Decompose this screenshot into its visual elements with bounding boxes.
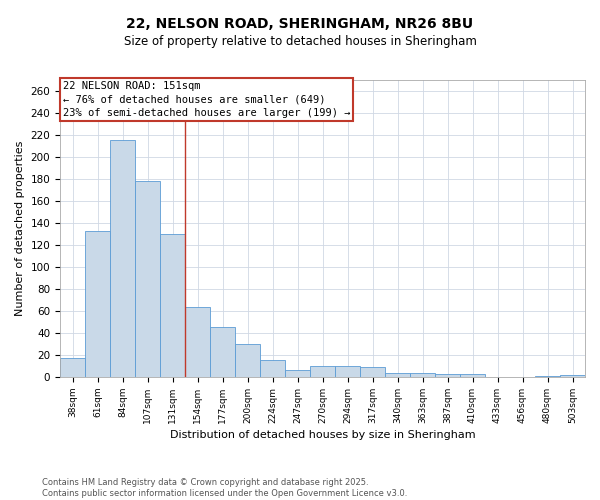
Text: 22 NELSON ROAD: 151sqm
← 76% of detached houses are smaller (649)
23% of semi-de: 22 NELSON ROAD: 151sqm ← 76% of detached… [62, 82, 350, 118]
Text: Contains HM Land Registry data © Crown copyright and database right 2025.
Contai: Contains HM Land Registry data © Crown c… [42, 478, 407, 498]
Bar [85, 230, 110, 377]
Bar [185, 306, 210, 377]
Bar [260, 360, 285, 377]
Bar [110, 140, 135, 377]
X-axis label: Distribution of detached houses by size in Sheringham: Distribution of detached houses by size … [170, 430, 475, 440]
Bar [285, 370, 310, 377]
Bar [335, 366, 360, 377]
Bar [410, 372, 435, 377]
Bar [435, 374, 460, 377]
Text: Size of property relative to detached houses in Sheringham: Size of property relative to detached ho… [124, 35, 476, 48]
Bar [385, 372, 410, 377]
Text: 22, NELSON ROAD, SHERINGHAM, NR26 8BU: 22, NELSON ROAD, SHERINGHAM, NR26 8BU [127, 18, 473, 32]
Bar [135, 181, 160, 377]
Bar [235, 344, 260, 377]
Bar [460, 374, 485, 377]
Bar [360, 367, 385, 377]
Bar [60, 358, 85, 377]
Bar [210, 328, 235, 377]
Bar [560, 375, 585, 377]
Bar [310, 366, 335, 377]
Bar [160, 234, 185, 377]
Y-axis label: Number of detached properties: Number of detached properties [15, 141, 25, 316]
Bar [535, 376, 560, 377]
